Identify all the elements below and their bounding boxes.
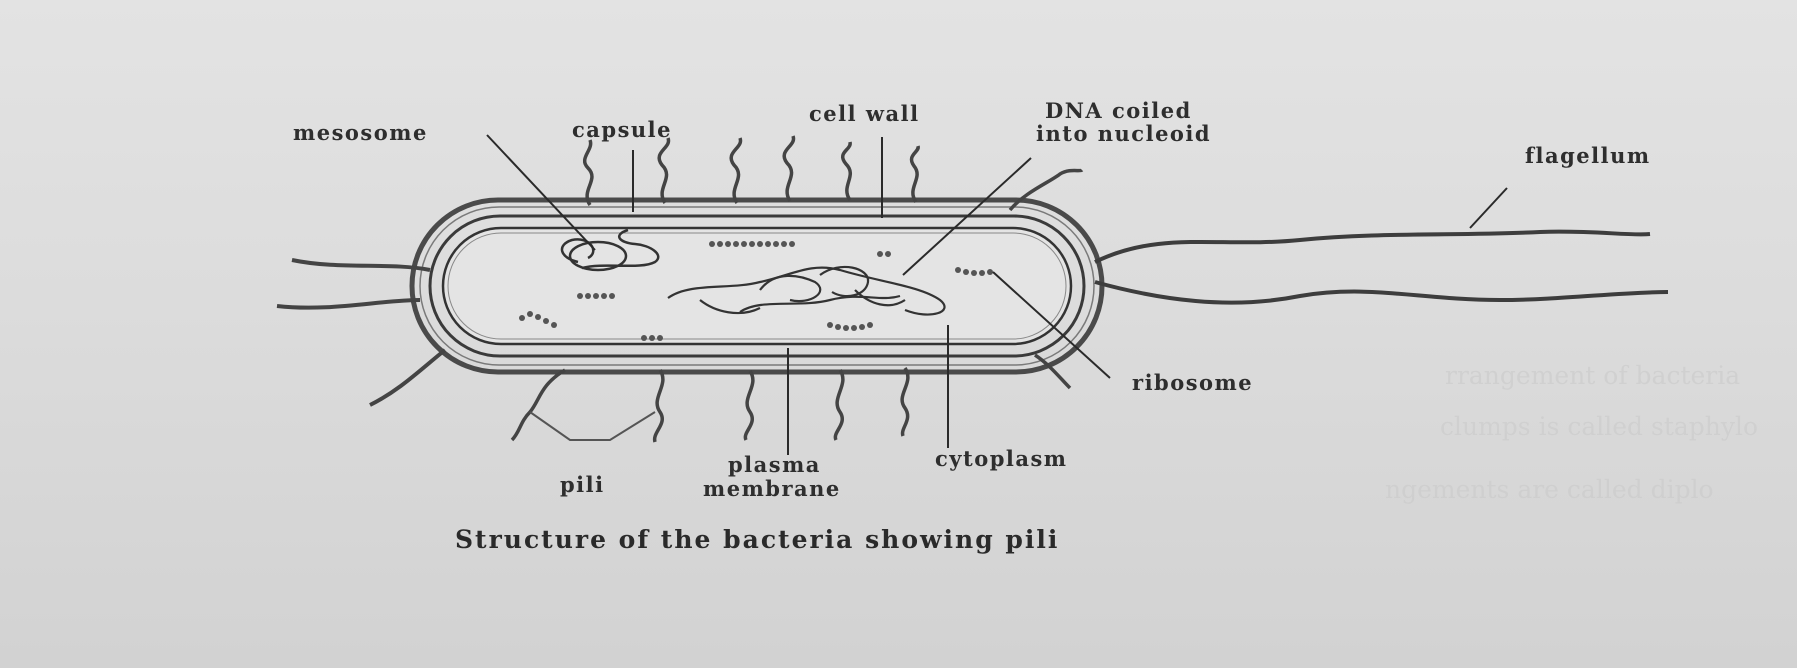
plasma-membrane-layer [441,226,1073,346]
bleed-through-line-3: ngements are called diplo [1385,475,1714,504]
pili-left [276,258,447,407]
pili-top [582,135,1084,212]
label-ribosome: ribosome [1132,370,1253,395]
label-dna-line-2: into nucleoid [1036,121,1211,146]
label-capsule: capsule [572,117,672,142]
capsule-inner-line [419,206,1095,366]
label-cytoplasm: cytoplasm [935,446,1068,471]
capsule-layer [409,197,1105,375]
flagellum-leader [1469,187,1508,229]
bleed-through-line-2: clumps is called staphylo [1440,412,1758,441]
bleed-through-line-1: rrangement of bacteria [1445,361,1740,390]
ribosomes [519,241,993,341]
label-flagellum: flagellum [1525,143,1651,168]
dna-leader [902,157,1032,276]
label-cell-wall: cell wall [809,101,920,126]
membrane-inner-line [447,232,1067,340]
label-dna-line-1: DNA coiled [1045,98,1192,123]
figure-caption: Structure of the bacteria showing pili [455,525,1059,554]
pili-bottom [510,353,1072,443]
nucleoid-dna [667,265,946,316]
label-plasma: plasma [728,452,821,477]
cell-wall-layer [428,214,1086,358]
label-membrane: membrane [703,476,841,501]
ribosome-leader [992,271,1111,379]
label-mesosome: mesosome [293,120,428,145]
mesosome-leader [486,134,596,251]
flagellum-strand [1094,229,1669,305]
bleed-through-text: rrangement of bacteria clumps is called … [1385,361,1758,504]
mesosome-fold [560,228,660,272]
pili-label-connector [529,411,656,441]
label-pili: pili [560,472,605,497]
leader-lines [486,134,1508,455]
